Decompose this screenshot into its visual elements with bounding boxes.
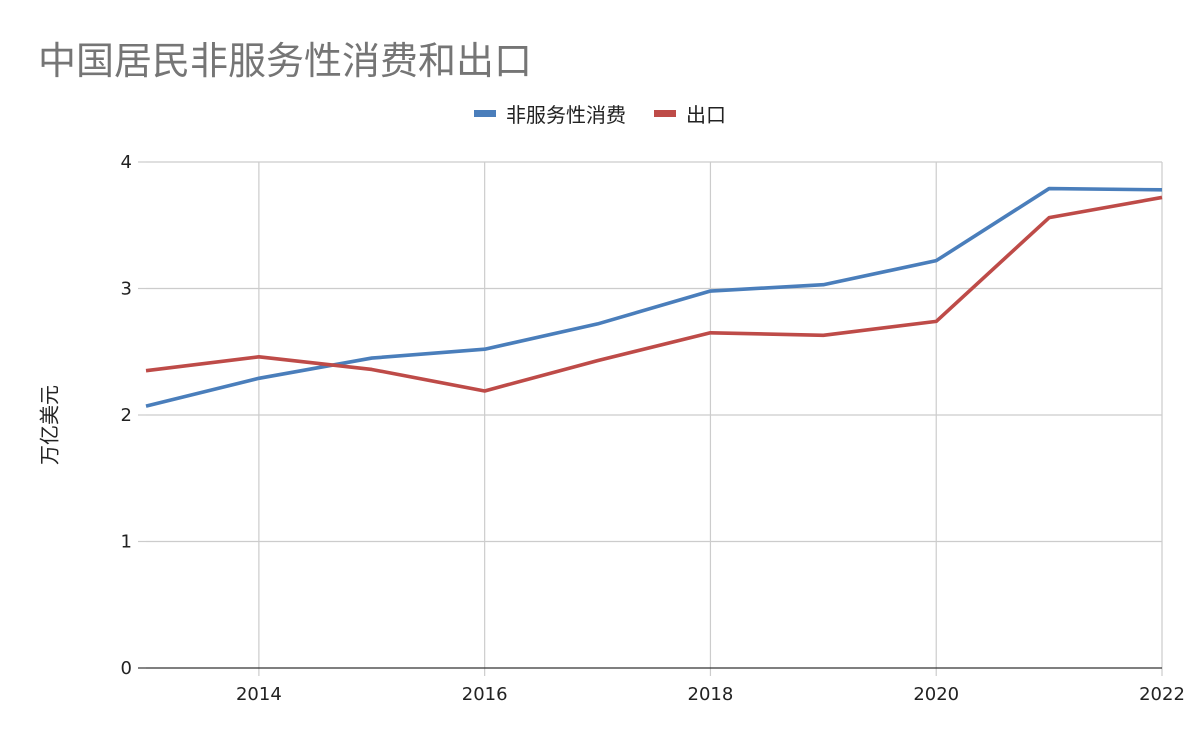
- series-line-1: [145, 186, 1163, 408]
- y-tick-label-4: 4: [121, 152, 132, 173]
- legend-item-series-2[interactable]: 出口: [654, 99, 726, 128]
- y-tick-label-3: 3: [121, 279, 132, 300]
- y-tick-label-2: 2: [121, 405, 132, 426]
- x-tick-label-2018: 2018: [688, 684, 734, 705]
- x-tick-label-2022: 2022: [1139, 684, 1185, 705]
- y-tick-label-1: 1: [121, 532, 132, 553]
- chart-title: 中国居民非服务性消费和出口: [38, 39, 533, 83]
- x-tick-label-2016: 2016: [462, 684, 508, 705]
- legend-label-series-2: 出口: [686, 102, 726, 127]
- legend-swatch-series-2: [654, 109, 676, 117]
- series-line-2: [145, 195, 1163, 393]
- legend-swatch-series-1: [474, 109, 496, 117]
- y-tick-label-0: 0: [121, 658, 132, 679]
- legend-label-series-1: 非服务性消费: [506, 102, 626, 127]
- legend: 非服务性消费 出口: [0, 98, 1200, 128]
- legend-item-series-1[interactable]: 非服务性消费: [474, 99, 626, 128]
- x-tick-label-2020: 2020: [913, 684, 959, 705]
- x-tick-label-2014: 2014: [236, 684, 282, 705]
